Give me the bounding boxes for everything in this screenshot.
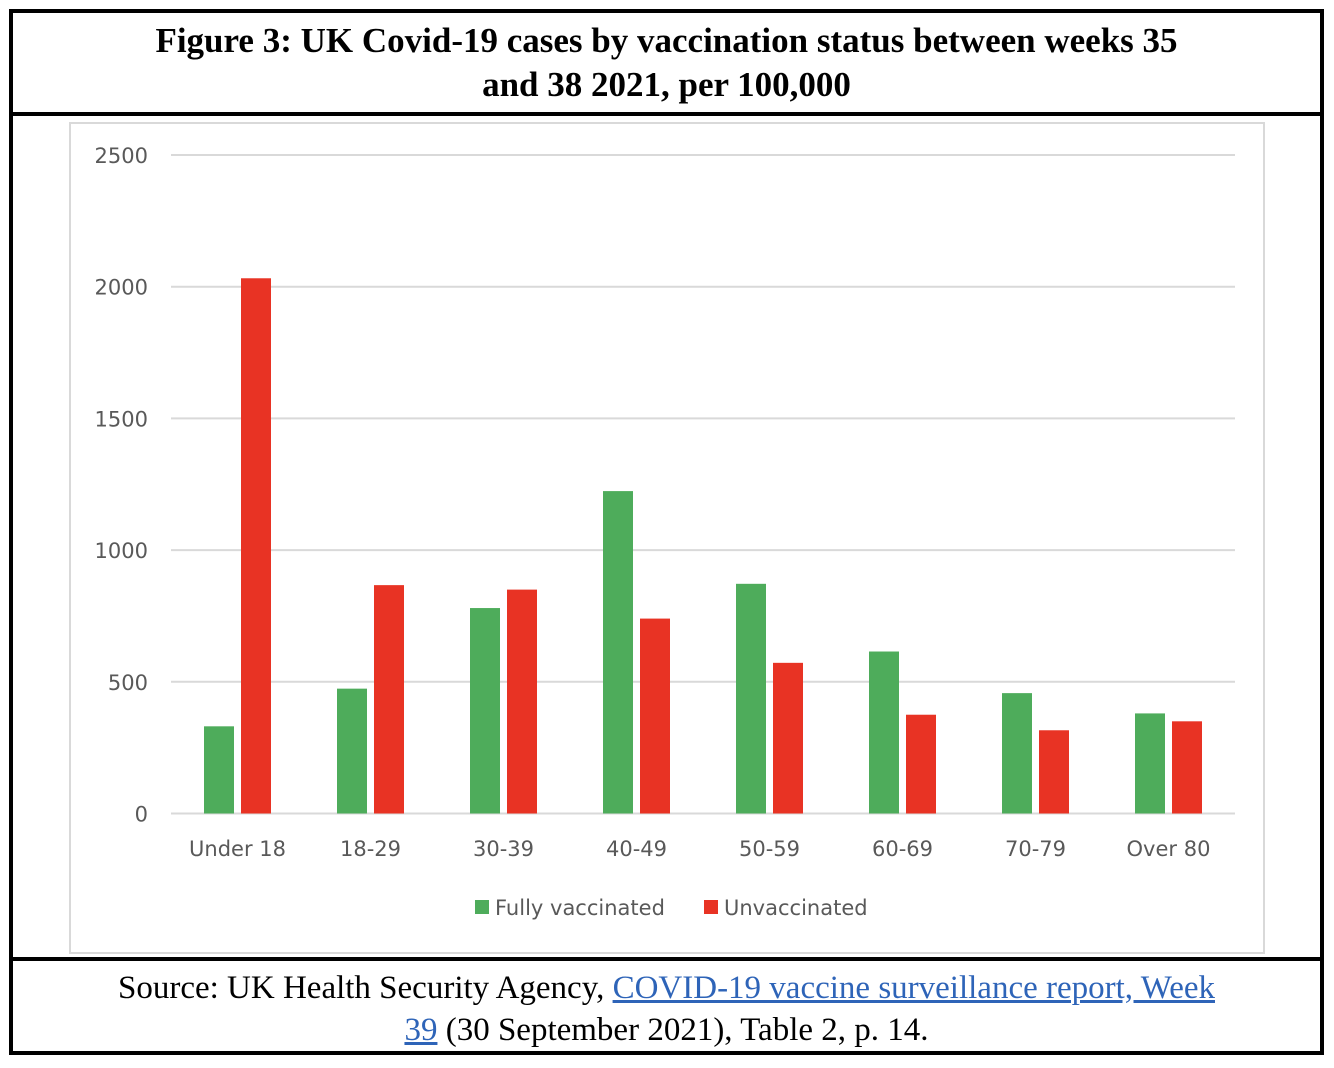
gridlines: [171, 154, 1235, 815]
bar-unvaccinated: [640, 618, 670, 814]
bar-unvaccinated: [1039, 730, 1069, 814]
bars: [204, 278, 1202, 814]
source-note: Source: UK Health Security Agency, COVID…: [13, 957, 1320, 1051]
source-link-text-2: 39: [404, 1012, 438, 1048]
source-link-continued[interactable]: 39: [404, 1012, 437, 1048]
y-tick-label: 500: [108, 671, 148, 695]
x-tick-label: 70-79: [1005, 837, 1066, 861]
bar-unvaccinated: [1172, 721, 1202, 814]
legend-label: Unvaccinated: [724, 896, 868, 920]
x-tick-label: 40-49: [606, 837, 667, 861]
legend-swatch: [475, 900, 489, 914]
x-axis-ticks: Under 18 18-29 30-39 40-49 50-59 60-69 70-79 Ov…: [189, 837, 1210, 861]
figure-title: Figure 3: UK Covid-19 cases by vaccinati…: [13, 13, 1320, 116]
bar-fully-vaccinated: [1002, 693, 1032, 814]
bar-unvaccinated: [241, 278, 271, 814]
x-tick-label: Under 18: [189, 837, 286, 861]
y-tick-label: 2500: [95, 144, 148, 168]
y-tick-label: 1000: [95, 539, 148, 563]
figure-title-line-2: and 38 2021, per 100,000: [482, 65, 851, 104]
bar-fully-vaccinated: [1135, 713, 1165, 814]
bar-fully-vaccinated: [869, 651, 899, 814]
bar-chart: 0 500 1000 1500 2000 2500 Under 18 18-29 30-39 4…: [95, 144, 1235, 920]
x-tick-label: 30-39: [473, 837, 534, 861]
source-link[interactable]: COVID-19 vaccine surveillance report, We…: [613, 970, 1215, 1006]
y-tick-label: 2000: [95, 276, 148, 300]
y-tick-label: 0: [135, 803, 148, 827]
x-tick-label: 18-29: [340, 837, 401, 861]
bar-unvaccinated: [906, 714, 936, 814]
figure-frame: Figure 3: UK Covid-19 cases by vaccinati…: [9, 9, 1324, 1055]
x-tick-label: Over 80: [1127, 837, 1211, 861]
legend-label: Fully vaccinated: [495, 896, 665, 920]
bar-unvaccinated: [374, 585, 404, 814]
y-axis-ticks: 0 500 1000 1500 2000 2500: [95, 144, 148, 827]
chart-area: 0 500 1000 1500 2000 2500 Under 18 18-29 30-39 4…: [69, 122, 1265, 954]
bar-fully-vaccinated: [736, 583, 766, 814]
bar-fully-vaccinated: [470, 608, 500, 814]
bar-unvaccinated: [507, 589, 537, 814]
bar-fully-vaccinated: [204, 726, 234, 814]
y-tick-label: 1500: [95, 407, 148, 431]
x-tick-label: 50-59: [739, 837, 800, 861]
x-tick-label: 60-69: [872, 837, 933, 861]
bar-fully-vaccinated: [603, 491, 633, 814]
legend: Fully vaccinated Unvaccinated: [475, 896, 868, 920]
source-suffix: (30 September 2021), Table 2, p. 14.: [437, 1012, 929, 1048]
bar-fully-vaccinated: [337, 688, 367, 814]
legend-swatch: [704, 900, 718, 914]
figure-title-line-1: Figure 3: UK Covid-19 cases by vaccinati…: [155, 21, 1178, 60]
source-link-text-1: COVID-19 vaccine surveillance report, We…: [612, 970, 1215, 1006]
bar-unvaccinated: [773, 662, 803, 814]
source-prefix: Source: UK Health Security Agency,: [118, 970, 613, 1006]
